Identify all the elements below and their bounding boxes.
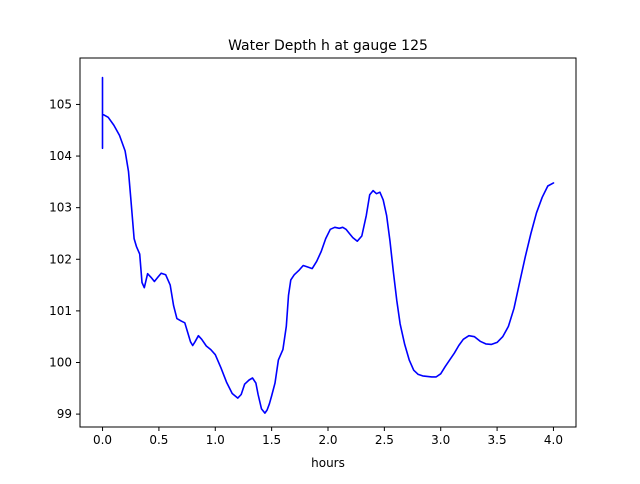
y-tick-label: 99 [57,407,72,421]
y-tick-label: 101 [49,304,72,318]
x-tick-label: 2.5 [375,433,394,447]
x-tick-label: 1.0 [206,433,225,447]
x-tick-label: 1.5 [262,433,281,447]
y-tick-label: 102 [49,252,72,266]
y-tick-label: 104 [49,149,72,163]
y-tick-label: 103 [49,201,72,215]
y-tick-label: 105 [49,97,72,111]
chart-title: Water Depth h at gauge 125 [228,38,428,54]
x-tick-label: 3.5 [488,433,507,447]
y-tick-label: 100 [49,355,72,369]
x-axis-label: hours [311,456,345,470]
x-tick-label: 0.0 [93,433,112,447]
x-tick-label: 3.0 [431,433,450,447]
plot-area [101,76,555,414]
series-line-0 [101,76,555,414]
x-tick-label: 0.5 [149,433,168,447]
x-tick-label: 4.0 [544,433,563,447]
axes: 0.0 0.5 1.0 1.5 2.0 2.5 3.0 3.5 4.0 99 100 101 102 10… [49,57,577,447]
x-tick-label: 2.0 [318,433,337,447]
